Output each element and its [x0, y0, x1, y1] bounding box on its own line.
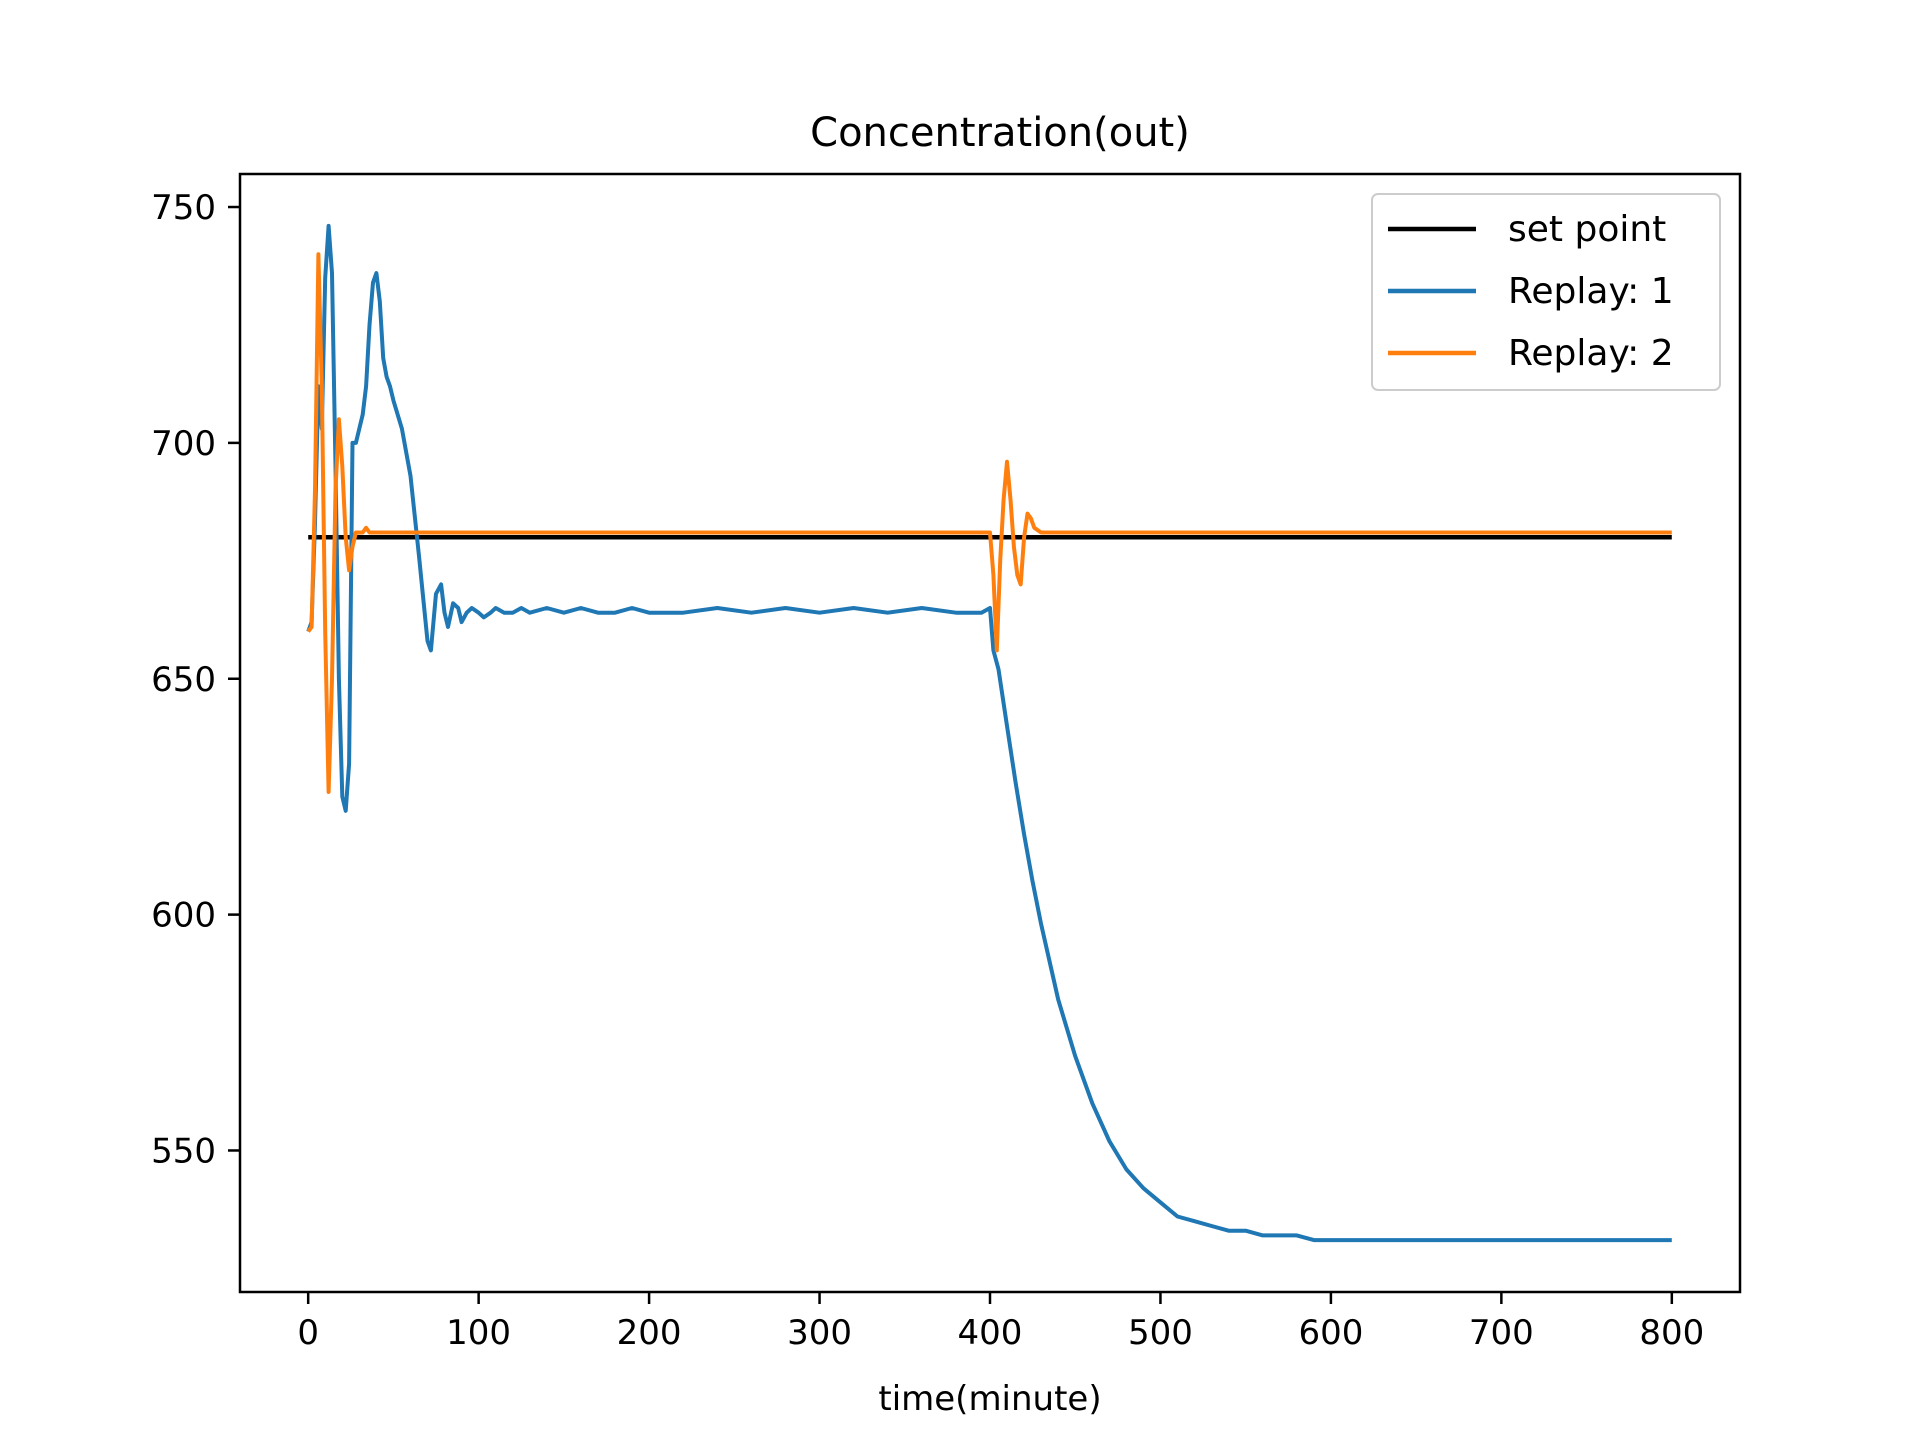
- x-axis-label: time(minute): [878, 1379, 1101, 1419]
- x-tick-label: 500: [1128, 1313, 1193, 1353]
- legend-items: set point Replay: 1 Replay: 2: [1388, 209, 1674, 374]
- legend-label: Replay: 2: [1508, 333, 1674, 374]
- series-layer: [306, 223, 1672, 1243]
- x-tick-label: 600: [1298, 1313, 1363, 1353]
- legend-label: Replay: 1: [1508, 271, 1674, 312]
- legend-box: [1371, 193, 1721, 391]
- y-axis: 550 600 650 700 750: [151, 188, 240, 1171]
- y-tick-label: 600: [151, 896, 216, 936]
- x-tick-label: 100: [446, 1313, 511, 1353]
- series-line-2: [306, 252, 1672, 794]
- x-tick-label: 300: [787, 1313, 852, 1353]
- y-tick-label: 550: [151, 1131, 216, 1171]
- legend-label: set point: [1508, 209, 1666, 250]
- y-tick-label: 750: [151, 188, 216, 228]
- x-axis: 0 100 200 300 400 500 600 700 800: [297, 1292, 1704, 1353]
- x-tick-label: 700: [1469, 1313, 1534, 1353]
- y-tick-label: 700: [151, 424, 216, 464]
- series-line-1: [306, 223, 1672, 1243]
- x-tick-label: 800: [1639, 1313, 1704, 1353]
- x-tick-label: 0: [297, 1313, 319, 1353]
- y-tick-label: 650: [151, 660, 216, 700]
- x-tick-label: 400: [958, 1313, 1023, 1353]
- chart-title: Concentration(out): [810, 110, 1190, 156]
- legend: set point Replay: 1 Replay: 2: [1371, 193, 1721, 391]
- x-tick-label: 200: [617, 1313, 682, 1353]
